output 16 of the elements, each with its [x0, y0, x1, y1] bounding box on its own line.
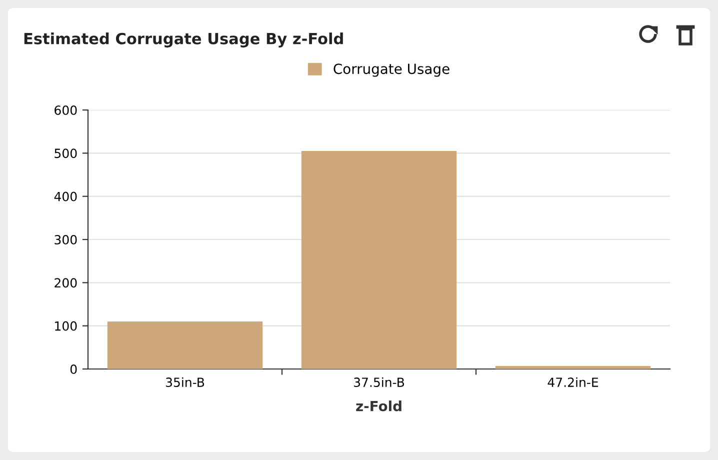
y-tick-label: 100 [55, 321, 77, 331]
y-tick-label: 400 [54, 192, 77, 202]
y-tick-label: 500 [54, 148, 77, 158]
x-axis-title: z-Fold [356, 400, 402, 412]
bar [301, 151, 457, 369]
chart-title: Estimated Corrugate Usage By z-Fold [24, 32, 343, 48]
y-tick-label: 600 [54, 105, 77, 115]
y-tick-label: 200 [54, 278, 77, 288]
x-tick-label: 35in-B [166, 377, 204, 388]
x-tick-label: 47.2in-E [548, 377, 598, 387]
x-tick-label: 37.5in-B [354, 377, 404, 388]
bar [107, 322, 263, 369]
y-tick-label: 0 [70, 364, 77, 374]
y-tick-label: 300 [54, 234, 77, 244]
legend-label: Corrugate Usage [334, 64, 450, 77]
bar [495, 366, 651, 369]
